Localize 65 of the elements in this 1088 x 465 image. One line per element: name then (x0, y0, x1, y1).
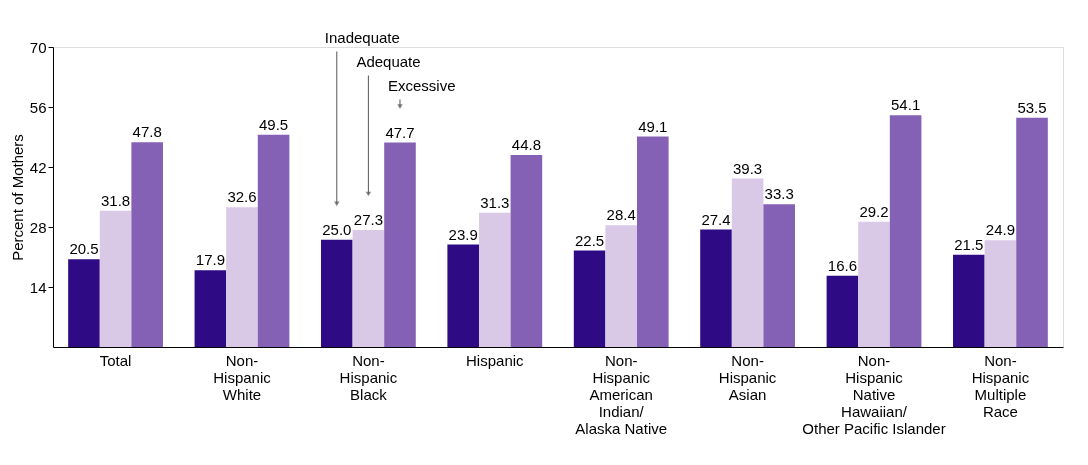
data-label: 29.2 (859, 202, 889, 220)
data-label: 49.1 (638, 117, 668, 135)
data-label: 33.3 (764, 185, 794, 203)
data-label: 49.5 (258, 115, 289, 133)
y-tick-label: 28 (29, 218, 47, 236)
data-label: 31.3 (480, 193, 510, 211)
x-tick-label: Non- Hispanic White (213, 351, 272, 403)
bar (637, 136, 669, 347)
data-label: 39.3 (733, 159, 763, 177)
bar (226, 207, 258, 347)
bar (889, 115, 922, 347)
x-tick-label: Non- Hispanic Black (339, 351, 398, 403)
y-tick-label: 42 (29, 158, 47, 176)
bar (99, 210, 132, 347)
bar (384, 142, 416, 347)
data-label: 23.9 (448, 225, 478, 243)
bar (700, 229, 732, 347)
bar (858, 221, 890, 347)
annotation: Adequate (356, 53, 421, 70)
data-label: 22.5 (575, 231, 605, 249)
data-label: 31.8 (100, 191, 131, 209)
bar (573, 250, 606, 347)
bar (1016, 117, 1048, 347)
data-label: 27.4 (701, 210, 731, 228)
data-label: 47.8 (132, 123, 162, 141)
x-tick-label: Non- Hispanic Multiple Race (971, 351, 1030, 420)
y-tick-label: 14 (29, 278, 47, 296)
x-tick-label: Total (99, 351, 132, 369)
bar (131, 142, 163, 347)
text: Inadequate (324, 29, 400, 46)
data-label: 21.5 (954, 235, 984, 253)
bar (953, 254, 985, 347)
x-tick-label: Non- Hispanic Native Hawaiian/ Other Pacific Islander (802, 351, 946, 437)
bar (352, 230, 385, 347)
bar (257, 134, 290, 347)
data-label: 47.7 (385, 123, 415, 141)
data-label: 28.4 (606, 206, 636, 224)
data-label: 27.3 (353, 211, 383, 228)
bar (447, 244, 479, 347)
bar (320, 239, 353, 347)
x-tick-label: Hispanic (466, 351, 525, 369)
data-label: 17.9 (195, 251, 225, 269)
bar (68, 259, 100, 347)
bar (478, 212, 511, 347)
data-label: 44.8 (511, 136, 541, 153)
bar (731, 178, 764, 347)
x-tick-label: Non- Hispanic American Indian/ Alaska Native (575, 351, 668, 437)
data-label: 16.6 (827, 256, 858, 274)
bar (984, 240, 1017, 347)
y-tick-label: 70 (29, 38, 47, 56)
bar (763, 204, 796, 347)
data-label: 54.1 (891, 96, 921, 114)
data-label: 20.5 (69, 240, 99, 258)
bar (194, 270, 227, 347)
bar (605, 225, 638, 347)
y-tick-label: 56 (29, 98, 47, 116)
bar (510, 155, 543, 347)
data-label: 24.9 (985, 221, 1016, 239)
data-label: 32.6 (227, 188, 257, 206)
y-axis-title: Percent of Mothers (8, 134, 26, 261)
x-tick-label: Non- Hispanic Asian (718, 351, 777, 403)
data-label: 53.5 (1017, 98, 1047, 116)
data-label: 25.0 (322, 220, 352, 238)
annotation: Excessive (387, 77, 456, 94)
bar (826, 275, 859, 347)
